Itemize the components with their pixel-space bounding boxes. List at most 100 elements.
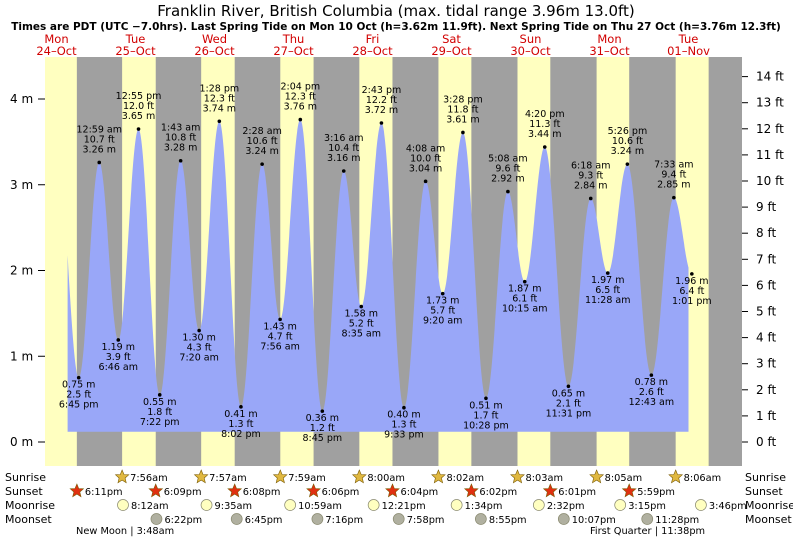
- day-name: Mon: [44, 32, 68, 46]
- moonrise-moon-icon: [614, 499, 627, 511]
- tide-label: 5.2 ft: [349, 319, 374, 330]
- event-time: 5:59pm: [637, 487, 675, 498]
- chart-title: Franklin River, British Columbia (max. t…: [157, 2, 635, 20]
- tide-label: 0.78 m: [635, 377, 668, 388]
- tide-label: 1.87 m: [508, 284, 541, 295]
- day-date: 28–Oct: [352, 44, 393, 58]
- sunset-star-icon: [227, 483, 243, 498]
- day-date: 01–Nov: [667, 44, 710, 58]
- tide-label: 3.72 m: [365, 105, 398, 116]
- event-time: 1:34pm: [465, 501, 503, 512]
- tide-label: 0.75 m: [62, 380, 95, 391]
- tide-label: 5.7 ft: [430, 306, 455, 317]
- day-labels: Mon24–OctTue25–OctWed26–OctThu27–OctFri2…: [36, 32, 710, 58]
- moonset-moon-icon: [557, 513, 570, 525]
- sunset-star-icon: [148, 483, 164, 498]
- sunrise-star-icon: [589, 469, 605, 484]
- moonset-moon-icon: [392, 513, 405, 525]
- tide-label: 3.04 m: [409, 163, 442, 174]
- tide-label: 9.4 ft: [661, 170, 686, 181]
- m-tick-label: 1 m: [10, 349, 33, 363]
- tide-label: 8:02 pm: [221, 429, 261, 440]
- ft-tick-label: 10 ft: [756, 174, 784, 188]
- tide-label: 1.43 m: [263, 321, 296, 332]
- sunrise-star-icon: [193, 469, 209, 484]
- tide-curve-area: [67, 119, 689, 432]
- moonset-moon-icon: [230, 513, 243, 525]
- tide-label: 7:56 am: [260, 341, 299, 352]
- moonset-moon-icon: [150, 513, 163, 525]
- tide-label: 2.1 ft: [556, 398, 581, 409]
- event-time: 3:46pm: [709, 501, 747, 512]
- tide-label: 10.8 ft: [165, 133, 196, 144]
- day-date: 29–Oct: [431, 44, 472, 58]
- tide-label: 6:45 pm: [59, 400, 99, 411]
- event-time: 6:04pm: [400, 487, 438, 498]
- day-date: 24–Oct: [36, 44, 77, 58]
- tide-label: 2.85 m: [657, 180, 690, 191]
- tide-label: 7:22 pm: [140, 417, 180, 428]
- tide-label: 3.16 m: [327, 153, 360, 164]
- tide-label: 1:28 pm: [200, 83, 240, 94]
- day-name: Tue: [678, 32, 699, 46]
- row-label-left: Moonrise: [5, 499, 55, 512]
- tide-label: 11:31 pm: [546, 408, 592, 419]
- ft-tick-label: 0 ft: [756, 435, 776, 449]
- tide-label: 1.2 ft: [310, 423, 335, 434]
- event-time: 6:06pm: [322, 487, 360, 498]
- tide-label: 6.1 ft: [512, 294, 537, 305]
- tide-label: 2:28 am: [242, 126, 281, 137]
- tide-label: 3.9 ft: [106, 352, 131, 363]
- event-time: 11:28pm: [655, 515, 699, 526]
- moonrise-moon-icon: [532, 499, 545, 511]
- event-time: 8:05am: [605, 473, 643, 484]
- event-time: 7:59am: [288, 473, 326, 484]
- tide-point: [440, 291, 445, 296]
- tide-label: 3.28 m: [164, 143, 197, 154]
- tide-point: [341, 169, 346, 173]
- ft-tick-label: 1 ft: [756, 409, 776, 423]
- tide-label: 9.3 ft: [578, 170, 603, 181]
- sunset-star-icon: [542, 483, 558, 498]
- tide-label: 1.3 ft: [228, 419, 253, 430]
- tide-point: [217, 119, 222, 124]
- sunrise-star-icon: [114, 469, 130, 484]
- day-name: Mon: [597, 32, 621, 46]
- day-name: Thu: [282, 32, 305, 46]
- event-time: 7:56am: [130, 473, 168, 484]
- moonset-moon-icon: [641, 513, 654, 525]
- day-date: 30–Oct: [510, 44, 551, 58]
- event-time: 6:09pm: [164, 487, 202, 498]
- tide-label: 3.61 m: [446, 114, 479, 125]
- moon-phase-label: New Moon | 3:48am: [76, 526, 174, 537]
- tide-label: 5:08 am: [488, 154, 527, 165]
- ft-tick-label: 2 ft: [756, 383, 776, 397]
- moonrise-moon-icon: [200, 499, 213, 511]
- tide-label: 5:26 pm: [608, 126, 648, 137]
- event-time: 8:06am: [684, 473, 722, 484]
- tide-label: 1.73 m: [426, 296, 459, 307]
- ft-tick-label: 3 ft: [756, 357, 776, 371]
- event-time: 6:02pm: [479, 487, 517, 498]
- tide-label: 1.58 m: [345, 309, 378, 320]
- ft-tick-label: 8 ft: [756, 226, 776, 240]
- m-tick-label: 4 m: [10, 92, 33, 106]
- tide-point: [672, 195, 676, 200]
- event-time: 10:07pm: [572, 515, 616, 526]
- day-name: Sun: [520, 32, 542, 46]
- row-label-right: Sunset: [745, 485, 783, 498]
- tide-point: [605, 271, 610, 275]
- tide-point: [260, 162, 264, 166]
- event-time: 2:32pm: [547, 501, 585, 512]
- ft-tick-label: 4 ft: [756, 331, 776, 345]
- moonset-moon-icon: [311, 513, 324, 525]
- sunrise-star-icon: [668, 469, 684, 484]
- tide-point: [542, 145, 547, 149]
- tide-label: 1.97 m: [591, 275, 624, 286]
- tide-label: 3.24 m: [611, 146, 644, 157]
- tide-point: [298, 117, 303, 122]
- event-time: 12:21pm: [382, 501, 426, 512]
- tide-label: 3.65 m: [122, 111, 155, 122]
